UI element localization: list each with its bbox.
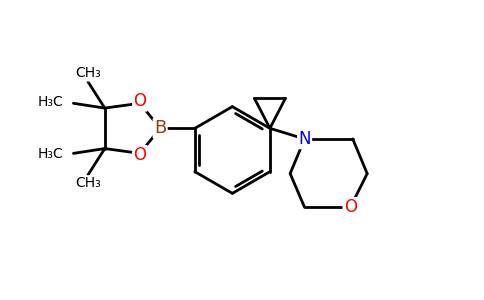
Text: N: N — [298, 130, 311, 148]
Text: B: B — [154, 119, 166, 137]
Text: CH₃: CH₃ — [75, 66, 101, 80]
Text: O: O — [344, 198, 357, 216]
Text: O: O — [134, 146, 147, 164]
Text: CH₃: CH₃ — [75, 176, 101, 190]
Text: O: O — [134, 92, 147, 110]
Text: H₃C: H₃C — [38, 147, 64, 161]
Text: H₃C: H₃C — [38, 95, 64, 109]
